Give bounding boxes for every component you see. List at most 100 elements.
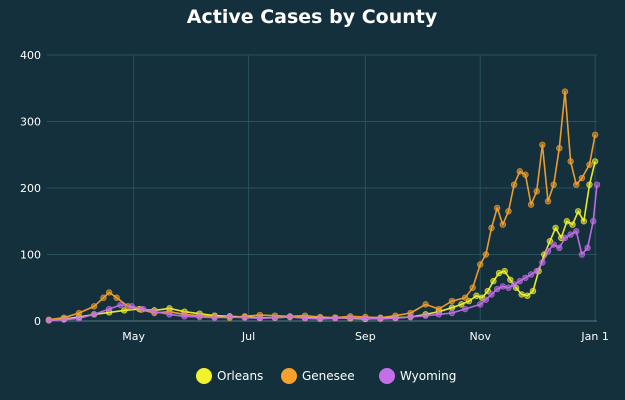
data-point <box>256 315 264 322</box>
data-point <box>499 221 507 228</box>
data-point <box>567 158 574 165</box>
data-point <box>75 309 83 317</box>
data-point <box>422 312 429 319</box>
data-point <box>477 261 484 268</box>
data-point <box>533 188 540 195</box>
data-point <box>211 314 218 321</box>
data-point <box>461 294 469 301</box>
data-point <box>90 303 98 310</box>
data-point <box>522 274 529 281</box>
data-point <box>539 259 546 266</box>
series-line <box>48 184 598 322</box>
legend[interactable]: Orleans Genesee Wyoming <box>196 368 456 384</box>
data-point <box>590 218 597 225</box>
chart-title: Active Cases by County <box>187 6 438 28</box>
data-point <box>499 283 507 290</box>
x-tick-label: Sep <box>355 330 376 343</box>
data-point <box>392 315 399 322</box>
axes: 0 100 200 300 400 May Jul Sep Nov Jan 1 <box>20 49 609 343</box>
legend-item-orleans[interactable]: Orleans <box>196 368 263 384</box>
data-point <box>578 174 586 182</box>
data-point <box>544 198 552 205</box>
data-point <box>527 201 535 208</box>
data-point <box>301 315 309 322</box>
data-point <box>505 284 512 291</box>
data-point <box>448 297 456 305</box>
data-point <box>593 181 601 188</box>
data-point <box>573 228 580 235</box>
data-point <box>458 301 465 308</box>
data-point <box>561 88 569 95</box>
data-point <box>574 208 582 215</box>
data-point <box>128 303 135 310</box>
y-tick-label: 400 <box>20 49 41 62</box>
data-point <box>539 141 546 148</box>
data-point <box>550 241 557 248</box>
data-point <box>241 314 248 321</box>
data-point <box>407 313 414 321</box>
data-point <box>469 284 476 291</box>
data-point <box>550 181 557 188</box>
data-point <box>556 144 563 152</box>
series <box>45 88 601 324</box>
legend-label: Wyoming <box>400 369 456 383</box>
data-point <box>473 292 480 299</box>
data-point <box>117 301 124 309</box>
data-point <box>362 315 369 322</box>
data-point <box>105 305 113 313</box>
data-point <box>567 231 574 238</box>
data-point <box>586 161 593 168</box>
data-point <box>505 208 512 215</box>
data-point <box>347 314 354 321</box>
legend-marker <box>281 368 297 384</box>
y-tick-label: 0 <box>34 315 41 328</box>
data-point <box>561 234 569 242</box>
data-point <box>552 224 559 232</box>
data-point <box>286 313 294 321</box>
data-point <box>516 168 523 175</box>
legend-marker <box>196 368 212 384</box>
data-point <box>477 301 484 308</box>
legend-marker <box>379 368 395 384</box>
data-point <box>316 315 324 323</box>
data-point <box>510 281 518 288</box>
data-point <box>121 307 128 314</box>
data-point <box>75 315 83 322</box>
data-point <box>90 311 98 318</box>
data-point <box>522 171 529 178</box>
data-point <box>533 267 540 275</box>
x-tick-label: Jan 1 <box>580 330 608 343</box>
series-line <box>48 161 596 322</box>
data-point <box>529 287 537 295</box>
legend-item-genesee[interactable]: Genesee <box>281 368 355 384</box>
data-point <box>151 308 158 315</box>
data-point <box>488 291 495 298</box>
data-point <box>573 181 580 188</box>
data-point <box>45 317 53 324</box>
legend-item-wyoming[interactable]: Wyoming <box>379 368 456 384</box>
data-point <box>507 276 514 283</box>
data-point <box>544 247 552 255</box>
data-point <box>584 244 591 252</box>
x-tick-label: Jul <box>241 330 255 343</box>
data-point <box>493 204 501 212</box>
data-point <box>196 313 203 321</box>
data-point <box>105 289 113 296</box>
data-point <box>524 292 531 299</box>
legend-label: Orleans <box>217 369 263 383</box>
data-point <box>60 316 68 323</box>
grid <box>47 54 597 322</box>
data-point <box>166 311 173 318</box>
data-point <box>578 251 586 258</box>
y-tick-label: 200 <box>20 182 41 195</box>
series-wyoming <box>45 181 601 324</box>
data-point <box>569 221 576 228</box>
data-point <box>448 304 456 311</box>
data-point <box>435 311 442 318</box>
data-point <box>377 315 384 323</box>
data-point <box>461 305 469 313</box>
data-point <box>580 218 588 225</box>
data-point <box>516 277 523 285</box>
